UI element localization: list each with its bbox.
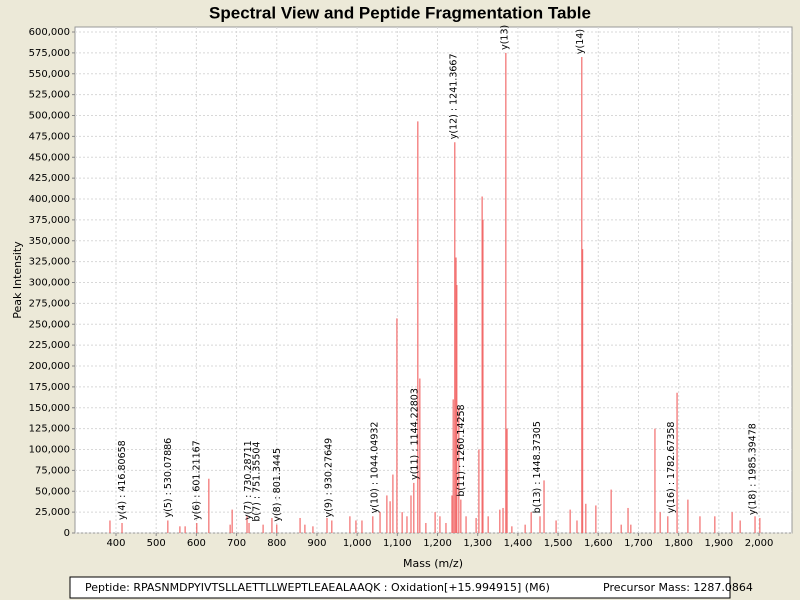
y-tick-label: 0: [64, 528, 70, 539]
info-box: [69, 576, 731, 599]
x-tick-label: 1,200: [423, 538, 452, 549]
peptide-label: Peptide: RPASNMDPYIVTSLLAETTLLWEPTLEAEAL…: [85, 581, 550, 594]
x-tick-label: 1,500: [544, 538, 573, 549]
x-tick-label: 1,100: [383, 538, 412, 549]
y-tick-label: 325,000: [29, 257, 70, 268]
y-tick-label: 125,000: [29, 424, 70, 435]
y-tick-label: 350,000: [29, 236, 70, 247]
x-tick-label: 900: [307, 538, 326, 549]
peak-annotation: y(14): [575, 29, 586, 54]
peak-annotation: y(16) : 1782.67358: [666, 422, 677, 514]
y-tick-label: 575,000: [29, 48, 70, 59]
peak-annotation: y(13): [500, 25, 511, 50]
x-tick-label: 700: [227, 538, 246, 549]
x-tick-label: 400: [106, 538, 125, 549]
precursor-label: Precursor Mass: 1287.0864: [603, 581, 753, 594]
peak-annotation: b(11) : 1260.14258: [456, 404, 467, 496]
peak-annotation: y(6) : 601.21167: [191, 440, 202, 520]
x-tick-label: 1,300: [463, 538, 492, 549]
peak-annotation: y(12) : 1241.3667: [449, 53, 460, 139]
peak-annotation: y(5) : 530.07886: [163, 438, 174, 518]
peak-annotation: y(4) : 416.80658: [117, 440, 128, 520]
y-tick-label: 600,000: [29, 27, 70, 38]
x-tick-label: 1,800: [664, 538, 693, 549]
y-tick-label: 475,000: [29, 131, 70, 142]
chart-title: Spectral View and Peptide Fragmentation …: [209, 3, 591, 22]
y-tick-label: 100,000: [29, 445, 70, 456]
x-tick-label: 600: [187, 538, 206, 549]
peak-annotation: y(10) : 1044.04932: [369, 422, 380, 514]
plot-area: [74, 26, 793, 534]
y-tick-label: 200,000: [29, 361, 70, 372]
x-tick-label: 800: [267, 538, 286, 549]
peak-annotation: y(18) : 1985.39478: [748, 423, 759, 515]
x-tick-label: 500: [147, 538, 166, 549]
y-tick-label: 525,000: [29, 90, 70, 101]
peak-annotation: b(13) : 1448.37305: [532, 421, 543, 513]
y-tick-label: 500,000: [29, 111, 70, 122]
y-tick-label: 300,000: [29, 278, 70, 289]
x-axis-title: Mass (m/z): [403, 557, 463, 570]
peak-annotation: y(7) : 730.28711: [243, 440, 254, 520]
y-tick-label: 150,000: [29, 403, 70, 414]
y-tick-label: 75,000: [35, 465, 70, 476]
y-tick-label: 550,000: [29, 69, 70, 80]
peak-annotation: b(7) : 751.35504: [252, 442, 263, 522]
y-tick-label: 25,000: [35, 507, 70, 518]
peak-annotation: y(8) : 801.3445: [272, 448, 283, 522]
x-tick-label: 1,400: [504, 538, 533, 549]
y-tick-label: 400,000: [29, 194, 70, 205]
x-tick-label: 1,700: [624, 538, 653, 549]
x-tick-label: 1,900: [705, 538, 734, 549]
peak-annotation: y(11) : 1144.22803: [410, 388, 421, 480]
y-axis-title: Peak Intensity: [11, 241, 24, 319]
peak-annotation: y(9) : 930.27649: [324, 438, 335, 518]
y-tick-label: 275,000: [29, 298, 70, 309]
y-tick-label: 450,000: [29, 152, 70, 163]
y-tick-label: 225,000: [29, 340, 70, 351]
y-tick-label: 50,000: [35, 486, 70, 497]
y-tick-label: 425,000: [29, 173, 70, 184]
y-tick-label: 250,000: [29, 319, 70, 330]
y-tick-label: 175,000: [29, 382, 70, 393]
x-tick-label: 1,000: [343, 538, 372, 549]
y-tick-label: 375,000: [29, 215, 70, 226]
x-tick-label: 1,600: [584, 538, 613, 549]
x-tick-label: 2,000: [745, 538, 774, 549]
